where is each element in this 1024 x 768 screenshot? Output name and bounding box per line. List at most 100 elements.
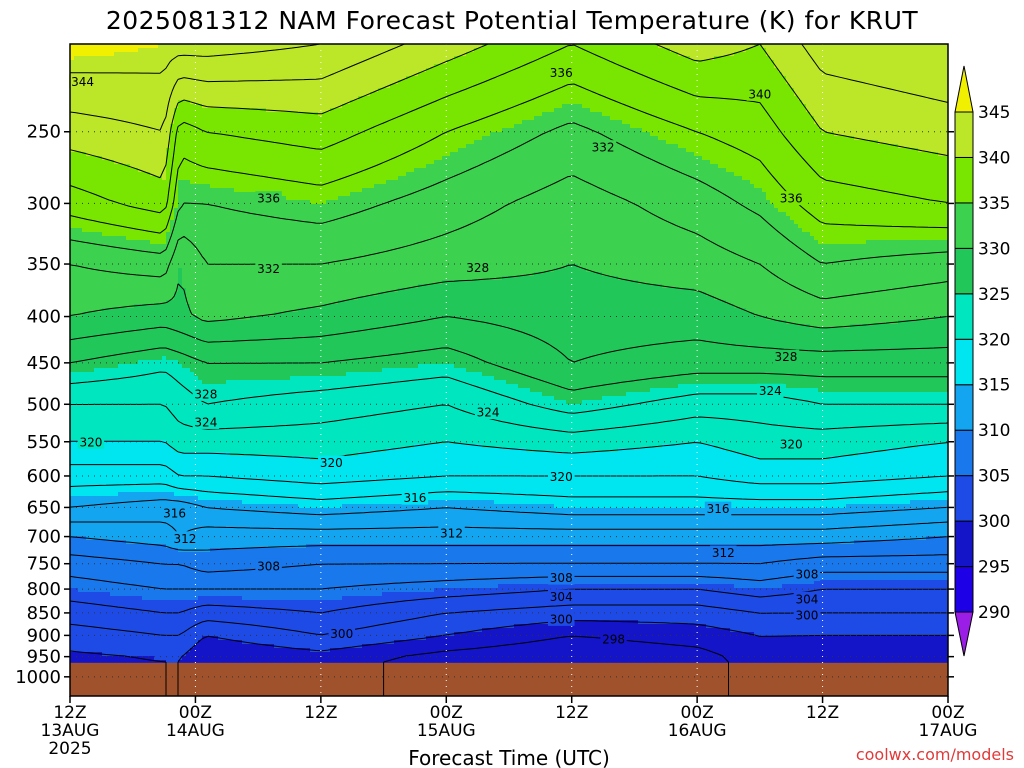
field-cell <box>154 616 158 620</box>
field-cell <box>150 384 154 388</box>
field-cell <box>86 184 90 188</box>
field-cell <box>182 380 186 384</box>
field-cell <box>122 216 126 220</box>
field-cell <box>102 544 106 548</box>
field-cell <box>78 468 82 472</box>
field-cell <box>186 476 190 480</box>
field-cell <box>142 300 146 304</box>
field-cell <box>134 336 138 340</box>
field-cell <box>150 412 154 416</box>
field-cell <box>78 596 82 600</box>
field-cell <box>178 620 182 624</box>
field-cell <box>178 396 182 400</box>
field-cell <box>174 608 178 612</box>
field-cell <box>106 184 110 188</box>
field-cell <box>98 304 102 308</box>
field-cell <box>142 412 146 416</box>
field-cell <box>186 252 190 256</box>
field-cell <box>162 656 166 660</box>
field-cell <box>150 260 154 264</box>
field-cell <box>162 280 166 284</box>
field-cell <box>162 312 166 316</box>
field-cell <box>146 356 150 360</box>
field-cell <box>106 572 110 576</box>
field-cell <box>94 144 98 148</box>
field-cell <box>98 556 102 560</box>
field-cell <box>126 452 130 456</box>
field-cell <box>122 444 126 448</box>
field-cell <box>186 256 190 260</box>
field-cell <box>134 176 138 180</box>
field-cell <box>82 120 86 124</box>
field-cell <box>102 360 106 364</box>
field-cell <box>174 312 178 316</box>
field-cell <box>82 100 86 104</box>
field-cell <box>94 288 98 292</box>
field-cell <box>102 136 106 140</box>
field-cell <box>114 124 118 128</box>
field-cell <box>94 368 98 372</box>
field-cell <box>74 64 78 68</box>
field-cell <box>74 616 78 620</box>
field-cell <box>130 532 134 536</box>
field-cell <box>110 300 114 304</box>
field-cell <box>114 248 118 252</box>
field-cell <box>90 168 94 172</box>
field-cell <box>90 496 94 500</box>
field-cell <box>122 576 126 580</box>
field-cell <box>154 576 158 580</box>
field-cell <box>98 168 102 172</box>
field-cell <box>182 280 186 284</box>
field-cell <box>74 516 78 520</box>
field-cell <box>158 160 162 164</box>
field-cell <box>138 156 142 160</box>
field-cell <box>98 364 102 368</box>
field-cell <box>90 524 94 528</box>
field-cell <box>94 548 98 552</box>
field-cell <box>118 256 122 260</box>
field-cell <box>186 376 190 380</box>
field-cell <box>114 80 118 84</box>
field-cell <box>126 292 130 296</box>
field-cell <box>146 460 150 464</box>
field-cell <box>186 216 190 220</box>
field-cell <box>138 432 142 436</box>
field-cell <box>74 372 78 376</box>
field-cell <box>154 344 158 348</box>
field-cell <box>90 552 94 556</box>
field-cell <box>142 80 146 84</box>
field-cell <box>178 296 182 300</box>
field-cell <box>118 572 122 576</box>
field-cell <box>142 564 146 568</box>
field-cell <box>110 384 114 388</box>
field-cell <box>98 500 102 504</box>
field-cell <box>190 96 194 100</box>
field-cell <box>186 492 190 496</box>
field-cell <box>102 552 106 556</box>
field-cell <box>78 548 82 552</box>
field-cell <box>118 544 122 548</box>
field-cell <box>126 372 130 376</box>
field-cell <box>150 204 154 208</box>
field-cell <box>78 568 82 572</box>
field-cell <box>106 408 110 412</box>
field-cell <box>102 120 106 124</box>
field-cell <box>86 160 90 164</box>
field-cell <box>142 488 146 492</box>
field-cell <box>138 652 142 656</box>
field-cell <box>114 104 118 108</box>
field-cell <box>138 132 142 136</box>
field-cell <box>74 156 78 160</box>
field-cell <box>122 476 126 480</box>
field-cell <box>142 76 146 80</box>
field-cell <box>182 596 186 600</box>
field-cell <box>114 524 118 528</box>
field-cell <box>78 244 82 248</box>
field-cell <box>74 328 78 332</box>
field-cell <box>186 192 190 196</box>
field-cell <box>106 172 110 176</box>
field-cell <box>134 416 138 420</box>
field-cell <box>122 280 126 284</box>
field-cell <box>170 608 174 612</box>
field-cell <box>162 128 166 132</box>
